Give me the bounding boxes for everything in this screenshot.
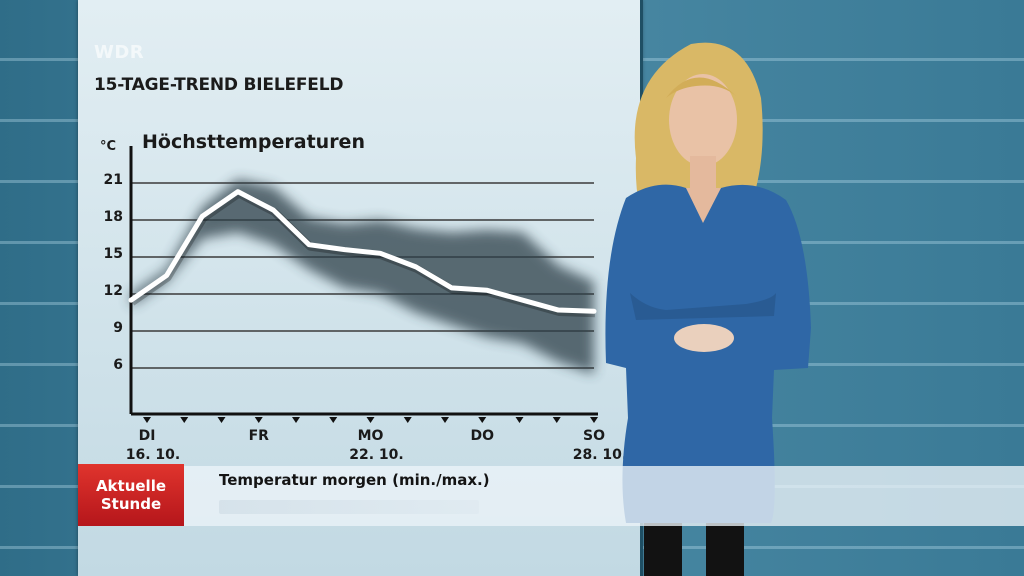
x-tick-marker bbox=[403, 417, 412, 423]
y-tick-label-12: 12 bbox=[104, 283, 123, 299]
lower-third-faded-text bbox=[219, 500, 479, 514]
lower-third-bar bbox=[78, 466, 1024, 526]
x-day-label-di: DI bbox=[139, 428, 156, 444]
y-tick-label-6: 6 bbox=[113, 357, 123, 373]
lower-third: Aktuelle Stunde Temperatur morgen (min./… bbox=[78, 464, 1024, 526]
x-tick-marker bbox=[478, 417, 487, 423]
y-tick-label-9: 9 bbox=[113, 320, 123, 336]
x-day-label-so: SO bbox=[583, 428, 605, 444]
logo-line-2: Stunde bbox=[100, 495, 162, 513]
x-tick-marker bbox=[441, 417, 449, 423]
x-day-label-do: DO bbox=[470, 428, 494, 444]
y-unit-label: °C bbox=[100, 139, 116, 154]
x-date-label-mo: 22. 10. bbox=[349, 447, 403, 463]
y-tick-label-15: 15 bbox=[104, 246, 123, 262]
x-day-label-fr: FR bbox=[249, 428, 270, 444]
lower-third-text: Temperatur morgen (min./max.) bbox=[219, 471, 490, 489]
x-tick-marker bbox=[143, 417, 151, 423]
x-tick-marker bbox=[292, 417, 300, 423]
chart-title: Höchsttemperaturen bbox=[142, 131, 365, 153]
temperature-line bbox=[128, 189, 597, 314]
x-tick-marker bbox=[552, 417, 561, 423]
x-tick-marker bbox=[329, 417, 338, 423]
x-date-label-so: 28. 10. bbox=[573, 447, 627, 463]
x-day-label-mo: MO bbox=[358, 428, 384, 444]
x-tick-marker bbox=[590, 417, 598, 423]
page-title: 15-TAGE-TREND BIELEFELD bbox=[94, 75, 344, 95]
x-tick-marker bbox=[217, 417, 226, 423]
x-tick-marker bbox=[254, 417, 263, 423]
x-tick-marker bbox=[515, 417, 524, 423]
broadcaster-logo: WDR bbox=[94, 42, 145, 63]
y-tick-label-21: 21 bbox=[104, 172, 123, 188]
logo-line-1: Aktuelle bbox=[95, 477, 167, 495]
y-tick-label-18: 18 bbox=[104, 209, 123, 225]
presenter-figure bbox=[605, 42, 811, 576]
aktuelle-stunde-logo: Aktuelle Stunde bbox=[78, 464, 184, 526]
x-tick-marker bbox=[366, 417, 375, 423]
x-tick-marker bbox=[180, 417, 189, 423]
uncertainty-band bbox=[131, 179, 594, 375]
x-date-label-di: 16. 10. bbox=[126, 447, 180, 463]
